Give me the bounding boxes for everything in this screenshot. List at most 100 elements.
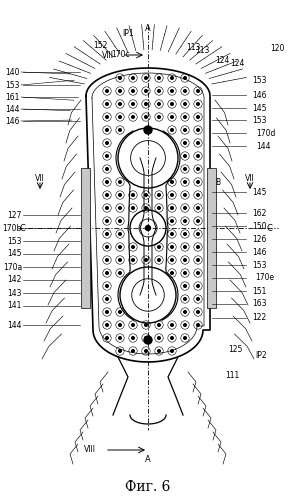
Circle shape xyxy=(145,116,147,118)
Circle shape xyxy=(184,168,186,170)
Circle shape xyxy=(119,181,121,183)
Text: 153: 153 xyxy=(252,115,266,124)
Text: 144: 144 xyxy=(5,104,20,113)
Circle shape xyxy=(197,324,199,326)
Circle shape xyxy=(184,181,186,183)
Circle shape xyxy=(158,116,160,118)
Circle shape xyxy=(197,233,199,236)
Circle shape xyxy=(197,311,199,313)
Circle shape xyxy=(184,258,186,261)
Text: 153: 153 xyxy=(252,75,266,84)
Circle shape xyxy=(197,285,199,287)
Circle shape xyxy=(171,207,173,209)
Circle shape xyxy=(171,246,173,249)
Text: 153: 153 xyxy=(8,237,22,246)
Circle shape xyxy=(119,194,121,196)
Circle shape xyxy=(197,116,199,118)
Circle shape xyxy=(158,350,160,352)
Text: A: A xyxy=(145,23,151,32)
Circle shape xyxy=(158,337,160,339)
Text: C: C xyxy=(20,224,26,233)
Text: A: A xyxy=(145,456,151,465)
Circle shape xyxy=(158,103,160,105)
Text: VIII: VIII xyxy=(102,50,114,59)
Circle shape xyxy=(106,90,108,92)
Circle shape xyxy=(145,350,147,352)
Circle shape xyxy=(106,324,108,326)
Text: 161: 161 xyxy=(5,92,20,101)
Text: 146: 146 xyxy=(5,116,20,126)
Circle shape xyxy=(132,103,134,105)
Circle shape xyxy=(197,298,199,300)
Circle shape xyxy=(197,246,199,249)
Circle shape xyxy=(144,336,152,344)
Circle shape xyxy=(106,181,108,183)
Circle shape xyxy=(184,77,186,79)
Text: IP2: IP2 xyxy=(255,350,267,359)
Circle shape xyxy=(197,258,199,261)
Circle shape xyxy=(132,207,134,209)
Circle shape xyxy=(197,181,199,183)
Circle shape xyxy=(119,350,121,352)
Circle shape xyxy=(106,220,108,222)
Circle shape xyxy=(197,168,199,170)
Circle shape xyxy=(119,258,121,261)
Circle shape xyxy=(132,324,134,326)
Circle shape xyxy=(106,142,108,144)
Circle shape xyxy=(145,337,147,339)
Circle shape xyxy=(106,168,108,170)
Circle shape xyxy=(106,285,108,287)
Circle shape xyxy=(119,246,121,249)
Circle shape xyxy=(145,194,147,196)
Circle shape xyxy=(171,116,173,118)
Circle shape xyxy=(119,220,121,222)
Circle shape xyxy=(184,116,186,118)
Circle shape xyxy=(184,246,186,249)
Circle shape xyxy=(106,207,108,209)
Text: 143: 143 xyxy=(8,288,22,297)
Circle shape xyxy=(197,220,199,222)
Circle shape xyxy=(171,220,173,222)
Circle shape xyxy=(106,246,108,249)
Circle shape xyxy=(171,129,173,131)
Text: 141: 141 xyxy=(8,301,22,310)
Circle shape xyxy=(119,311,121,313)
Text: 120: 120 xyxy=(270,43,284,52)
Text: 125: 125 xyxy=(228,345,242,354)
Circle shape xyxy=(158,324,160,326)
Circle shape xyxy=(106,194,108,196)
Circle shape xyxy=(197,103,199,105)
Text: 124: 124 xyxy=(215,55,229,64)
Text: 145: 145 xyxy=(8,250,22,258)
Circle shape xyxy=(184,311,186,313)
Circle shape xyxy=(106,298,108,300)
Circle shape xyxy=(106,271,108,274)
Circle shape xyxy=(197,155,199,157)
Text: 144: 144 xyxy=(8,320,22,329)
Circle shape xyxy=(184,298,186,300)
Circle shape xyxy=(184,129,186,131)
Text: 152: 152 xyxy=(93,40,107,49)
Circle shape xyxy=(197,129,199,131)
Text: 163: 163 xyxy=(252,299,266,308)
Circle shape xyxy=(171,77,173,79)
Circle shape xyxy=(197,142,199,144)
Circle shape xyxy=(184,142,186,144)
Circle shape xyxy=(184,233,186,236)
Text: 150: 150 xyxy=(252,222,266,231)
Circle shape xyxy=(119,129,121,131)
Circle shape xyxy=(119,77,121,79)
Circle shape xyxy=(158,246,160,249)
Circle shape xyxy=(106,233,108,236)
Circle shape xyxy=(145,258,147,261)
Text: 146: 146 xyxy=(252,248,266,256)
Text: 113: 113 xyxy=(186,42,200,51)
Circle shape xyxy=(197,90,199,92)
Circle shape xyxy=(132,258,134,261)
Text: IP1: IP1 xyxy=(122,28,134,37)
Circle shape xyxy=(132,90,134,92)
Text: 127: 127 xyxy=(8,211,22,220)
Text: 170a: 170a xyxy=(3,262,22,271)
Circle shape xyxy=(119,324,121,326)
Circle shape xyxy=(184,271,186,274)
